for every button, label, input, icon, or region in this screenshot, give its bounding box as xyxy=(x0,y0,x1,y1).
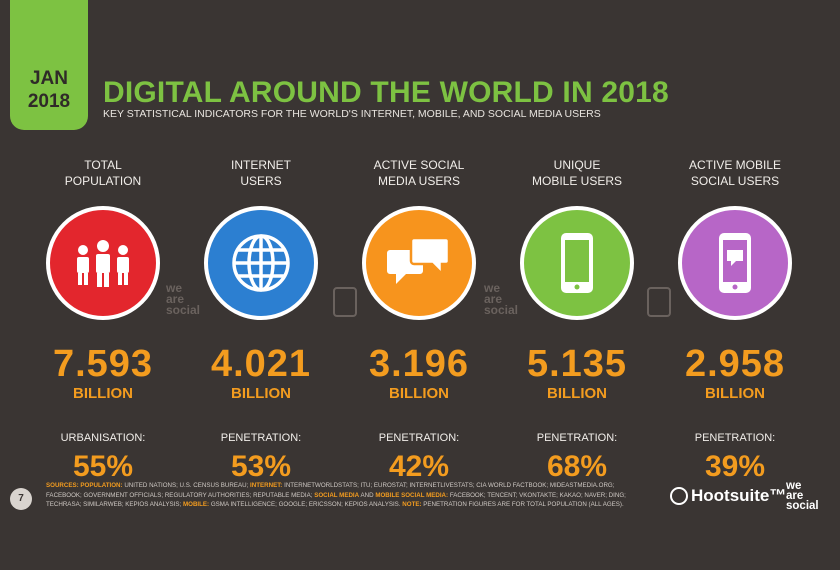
globe-icon xyxy=(232,234,290,292)
stat-circle xyxy=(520,206,634,320)
stat-label: ACTIVE SOCIAL MEDIA USERS xyxy=(373,158,465,188)
stat-circle xyxy=(678,206,792,320)
stat-social-media-users: ACTIVE SOCIAL MEDIA USERS 3.196 BILLION P… xyxy=(340,157,498,484)
people-icon xyxy=(77,240,129,287)
stat-sub-label: PENETRATION: xyxy=(220,432,302,444)
owl-watermark-icon xyxy=(333,287,357,317)
stat-value: 2.958 xyxy=(684,343,786,385)
stat-sub-value: 53% xyxy=(230,450,292,483)
stat-circle xyxy=(204,206,318,320)
watermark-we-are-social: we are social xyxy=(484,281,519,317)
stat-unit: BILLION xyxy=(389,385,449,402)
stat-circle xyxy=(46,206,160,320)
chat-bubbles-icon xyxy=(387,236,451,284)
mobile-phone-icon xyxy=(561,233,593,293)
stat-sub-label: PENETRATION: xyxy=(694,432,776,444)
stat-value: 5.135 xyxy=(526,343,628,385)
stat-unit: BILLION xyxy=(547,385,607,402)
stat-sub-value: 42% xyxy=(388,450,450,483)
stat-label: TOTAL POPULATION xyxy=(64,158,142,188)
stat-total-population: TOTAL POPULATION 7.593 BILLION URBANISATI… xyxy=(24,157,182,484)
sources-text: SOURCES: POPULATION: UNITED NATIONS; U.S… xyxy=(46,482,626,508)
stat-mobile-users: UNIQUE MOBILE USERS 5.135 BILLION PENETRA… xyxy=(498,157,656,484)
badge-month: JAN xyxy=(29,68,68,89)
stat-label: UNIQUE MOBILE USERS xyxy=(531,158,623,188)
stat-label: INTERNET USERS xyxy=(231,158,291,188)
stat-value: 4.021 xyxy=(210,343,312,385)
hootsuite-owl-icon xyxy=(670,487,688,505)
stat-unit: BILLION xyxy=(705,385,765,402)
page-title: DIGITAL AROUND THE WORLD IN 2018 xyxy=(103,76,669,109)
stat-internet-users: INTERNET USERS 4.021 BILLION PENETRATION:… xyxy=(182,157,340,484)
stat-sub-label: URBANISATION: xyxy=(60,432,146,444)
stat-value: 3.196 xyxy=(368,343,470,385)
page-subtitle: KEY STATISTICAL INDICATORS FOR THE WORLD… xyxy=(103,108,601,120)
owl-watermark-icon xyxy=(647,287,671,317)
watermark-we-are-social: we are social xyxy=(166,281,201,317)
badge-year: 2018 xyxy=(27,91,71,112)
stat-label: ACTIVE MOBILE SOCIAL USERS xyxy=(688,158,782,188)
hootsuite-logo: Hootsuite™ xyxy=(670,486,786,506)
we-are-social-logo: we are social xyxy=(786,480,819,512)
stat-value: 7.593 xyxy=(52,343,154,385)
stat-sub-value: 55% xyxy=(72,450,134,483)
stat-sub-label: PENETRATION: xyxy=(536,432,618,444)
date-badge: JAN 2018 xyxy=(10,0,88,130)
stat-unit: BILLION xyxy=(73,385,133,402)
stat-unit: BILLION xyxy=(231,385,291,402)
stat-sub-label: PENETRATION: xyxy=(378,432,460,444)
stat-sub-value: 39% xyxy=(704,450,766,483)
stat-mobile-social-users: ACTIVE MOBILE SOCIAL USERS 2.958 BILLION … xyxy=(656,157,814,484)
stat-circle xyxy=(362,206,476,320)
page-number: 7 xyxy=(10,488,32,510)
stat-sub-value: 68% xyxy=(546,450,608,483)
mobile-chat-icon xyxy=(719,233,751,293)
